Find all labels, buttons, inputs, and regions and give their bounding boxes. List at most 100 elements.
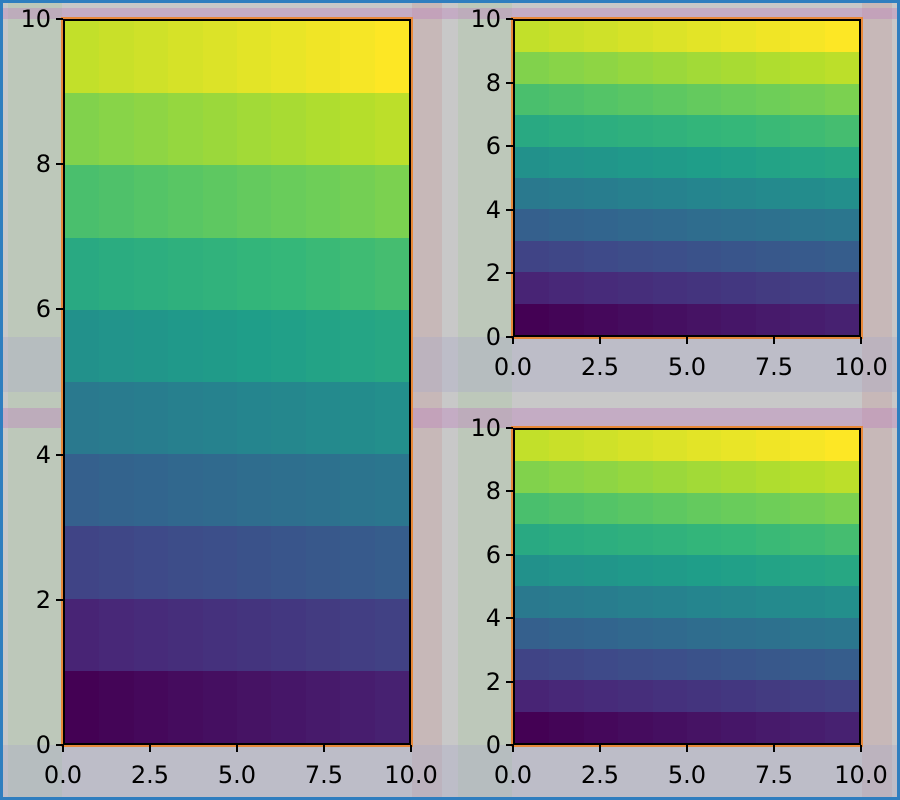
x-tick-label: 7.5 xyxy=(754,353,794,381)
heatmap-cell xyxy=(99,454,134,527)
heatmap-cell xyxy=(515,461,550,493)
heatmap-cell xyxy=(721,617,756,650)
heatmap-cell xyxy=(618,680,653,712)
heatmap-cell xyxy=(99,165,134,238)
heatmap-cell xyxy=(515,272,550,304)
heatmap-cell xyxy=(790,586,825,618)
heatmap-cell xyxy=(824,555,859,587)
x-tick-mark xyxy=(686,337,688,344)
heatmap-cell xyxy=(652,177,687,210)
heatmap-cell xyxy=(583,586,619,618)
overlay-band-mid-right xyxy=(412,0,442,800)
heatmap-cell xyxy=(652,680,687,712)
heatmap-axes-left xyxy=(61,17,413,747)
heatmap-cell xyxy=(271,526,306,599)
heatmap-cell xyxy=(687,461,722,493)
heatmap-cell xyxy=(824,83,859,116)
x-tick-mark xyxy=(773,745,775,752)
heatmap-cell xyxy=(271,598,306,671)
heatmap-cell xyxy=(202,670,237,743)
heatmap-cell xyxy=(618,115,653,147)
heatmap-cell xyxy=(65,526,100,599)
heatmap-cell xyxy=(755,115,791,147)
heatmap-cell xyxy=(340,598,375,671)
y-tick-mark xyxy=(506,81,513,84)
heatmap-cell xyxy=(687,649,722,681)
y-tick-label: 0 xyxy=(485,323,501,351)
heatmap-cell xyxy=(583,555,619,587)
heatmap-cell xyxy=(340,165,375,238)
heatmap-cell xyxy=(340,670,375,743)
heatmap-cell xyxy=(549,711,584,743)
heatmap-cell xyxy=(721,52,756,84)
heatmap-cell xyxy=(721,83,756,116)
heatmap-cell xyxy=(824,617,859,650)
heatmap-cell xyxy=(515,21,550,53)
heatmap-cell xyxy=(202,165,237,238)
y-tick-mark xyxy=(56,18,63,20)
heatmap-cell xyxy=(202,21,237,94)
heatmap-cell xyxy=(237,21,272,94)
y-tick-mark xyxy=(506,490,513,493)
heatmap-cell xyxy=(721,555,756,587)
heatmap-cell xyxy=(652,430,687,462)
heatmap-cell xyxy=(755,177,791,210)
heatmap-cell xyxy=(515,240,550,273)
heatmap-cell xyxy=(824,52,859,84)
heatmap-cell xyxy=(687,209,722,241)
heatmap-cell xyxy=(652,52,687,84)
heatmap-cell xyxy=(237,598,272,671)
heatmap-cell xyxy=(374,237,409,310)
heatmap-cell xyxy=(305,165,341,238)
x-tick-label: 0.0 xyxy=(493,353,533,381)
heatmap-cell xyxy=(652,711,687,743)
heatmap-cell xyxy=(374,598,409,671)
heatmap-cell xyxy=(687,303,722,335)
heatmap-cell xyxy=(652,272,687,304)
heatmap-cell xyxy=(790,146,825,178)
heatmap-cell xyxy=(790,303,825,335)
heatmap-cell xyxy=(721,240,756,273)
heatmap-cell xyxy=(305,454,341,527)
heatmap-cell xyxy=(99,237,134,310)
heatmap-cell xyxy=(790,52,825,84)
heatmap-cell xyxy=(374,526,409,599)
heatmap-cell xyxy=(133,526,169,599)
heatmap-cell xyxy=(549,209,584,241)
heatmap-cell xyxy=(687,240,722,273)
heatmap-cell xyxy=(755,711,791,743)
heatmap-cell xyxy=(65,670,100,743)
heatmap-cell xyxy=(305,309,341,382)
heatmap-cell xyxy=(515,586,550,618)
x-tick-label: 5.0 xyxy=(667,761,707,789)
heatmap-cell xyxy=(271,670,306,743)
x-tick-mark xyxy=(860,745,862,752)
heatmap-cell xyxy=(515,115,550,147)
x-tick-label: 10.0 xyxy=(834,353,888,381)
heatmap-cell xyxy=(271,93,306,166)
heatmap-cell xyxy=(618,177,653,210)
heatmap-cell xyxy=(790,617,825,650)
heatmap-cell xyxy=(790,430,825,462)
x-tick-mark xyxy=(149,745,151,752)
y-tick-label: 0 xyxy=(485,731,501,759)
y-tick-label: 6 xyxy=(35,295,51,324)
heatmap-cell xyxy=(824,430,859,462)
heatmap-cell xyxy=(618,555,653,587)
heatmap-cell xyxy=(168,309,203,382)
heatmap-cell xyxy=(133,237,169,310)
heatmap-cell xyxy=(271,21,306,94)
heatmap-cell xyxy=(515,52,550,84)
heatmap-cell xyxy=(755,209,791,241)
y-tick-label: 6 xyxy=(485,132,501,161)
heatmap-cell xyxy=(305,21,341,94)
heatmap-cell xyxy=(721,21,756,53)
heatmap-cell xyxy=(202,526,237,599)
heatmap-cell xyxy=(133,598,169,671)
heatmap-cell xyxy=(133,670,169,743)
y-tick-label: 2 xyxy=(35,585,51,614)
heatmap-cell xyxy=(721,649,756,681)
y-tick-mark xyxy=(506,553,513,556)
heatmap-cell xyxy=(721,177,756,210)
heatmap-cell xyxy=(583,177,619,210)
